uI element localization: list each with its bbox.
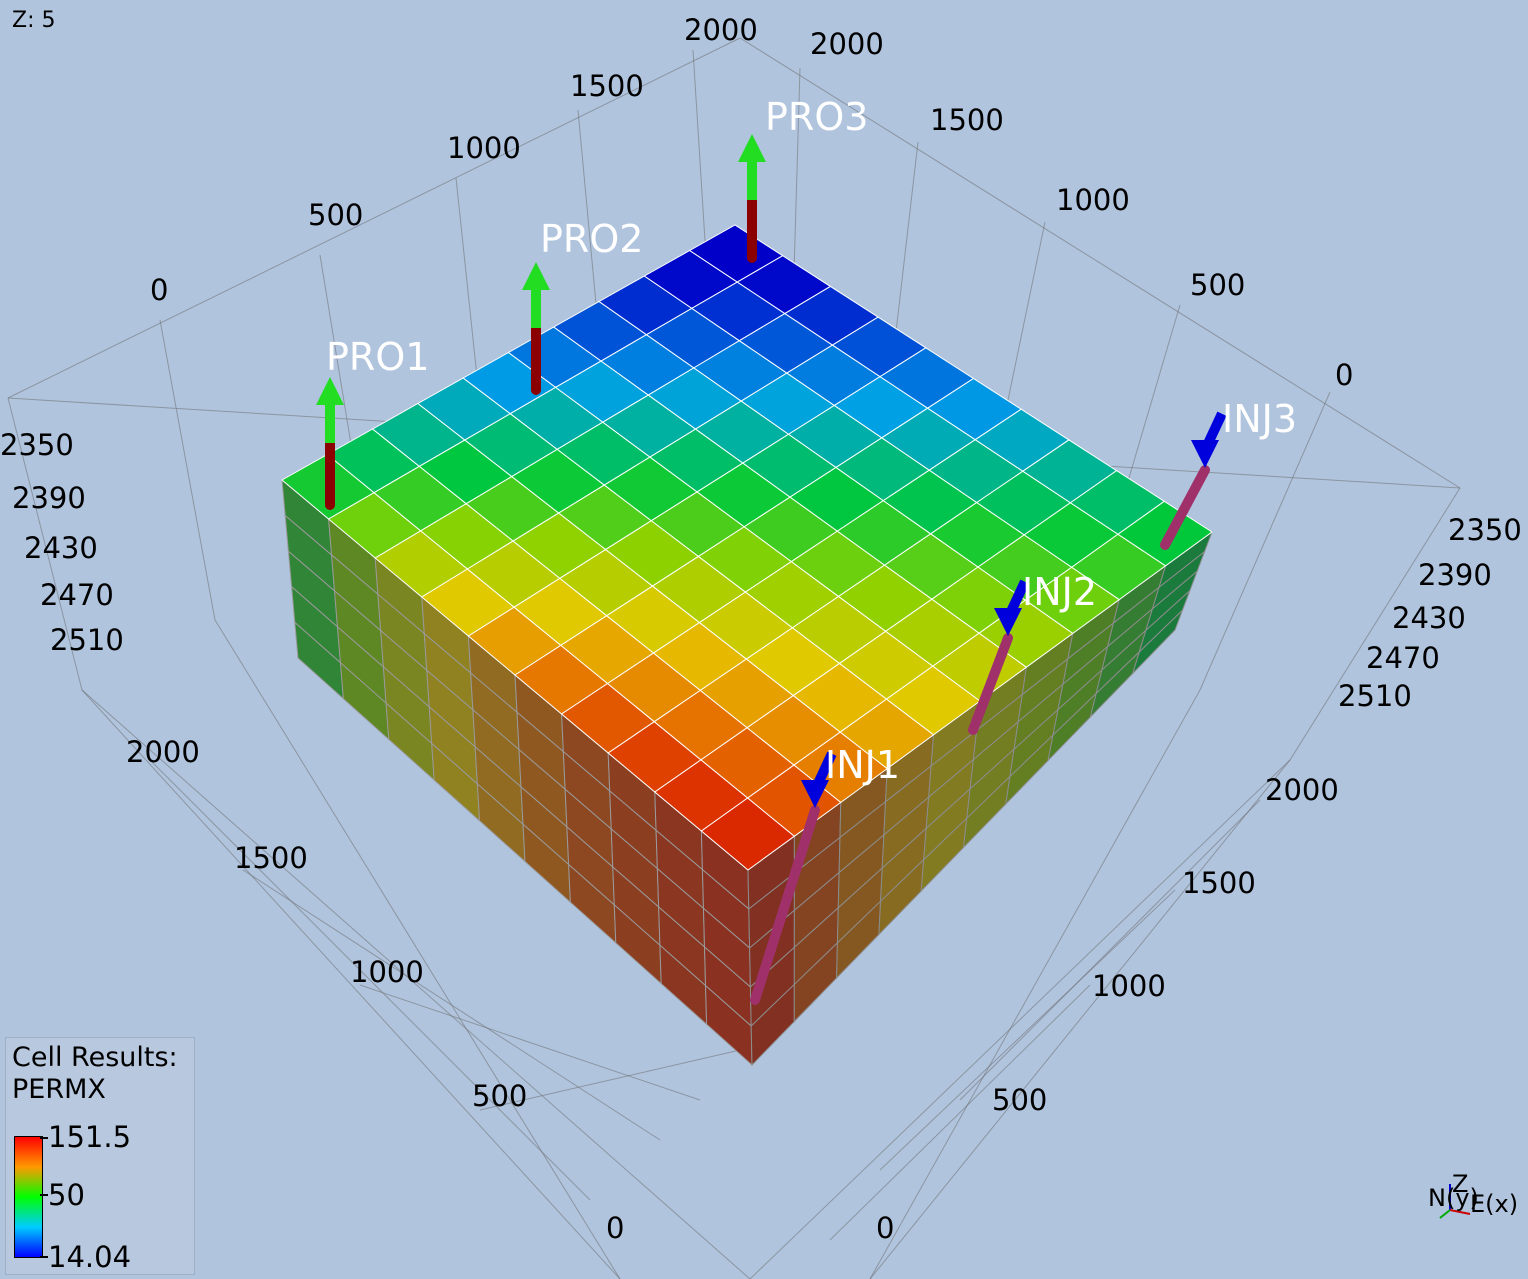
axis-tick-depth-left: 2510 <box>50 623 124 657</box>
well-inj1[interactable]: INJ1 <box>750 743 900 1005</box>
axis-tick-bottom-left: 0 <box>606 1211 624 1245</box>
legend-tick-min <box>40 1256 48 1258</box>
well-inj3[interactable]: INJ3 <box>1160 397 1297 550</box>
well-path[interactable] <box>1160 465 1210 550</box>
axis-tick-top-left: 2000 <box>684 13 758 47</box>
axis-tick-depth-right: 2510 <box>1338 679 1412 713</box>
axis-tick-top-left: 0 <box>150 273 168 307</box>
axis-tick-depth-left: 2390 <box>12 481 86 515</box>
axis-z-label: Z <box>1452 1170 1469 1198</box>
axis-tick-depth-left: 2430 <box>24 531 98 565</box>
well-label: PRO3 <box>765 95 868 139</box>
axis-tick-top-right: 0 <box>1335 358 1353 392</box>
well-pro2[interactable]: PRO2 <box>522 217 643 395</box>
axis-x-label: E(x) <box>1470 1190 1519 1218</box>
producer-arrow-icon <box>738 134 766 162</box>
axis-tick-bottom-left: 1000 <box>350 955 424 989</box>
well-inj2[interactable]: INJ2 <box>968 570 1097 735</box>
legend-tick-max <box>40 1137 48 1139</box>
well-path[interactable] <box>968 633 1013 735</box>
injector-arrow-icon <box>994 608 1022 636</box>
axis-triad-icon <box>1439 1184 1471 1219</box>
axis-y-label: N(y) <box>1428 1184 1479 1212</box>
well-pro1[interactable]: PRO1 <box>316 335 429 510</box>
well-paths[interactable]: PRO1 PRO2 PRO3 INJ1 INJ2 INJ3 <box>316 95 1297 1005</box>
well-label: INJ3 <box>1222 397 1297 441</box>
well-pro3[interactable]: PRO3 <box>738 95 868 263</box>
color-scale-bar <box>14 1136 43 1258</box>
axis-tick-top-right: 1000 <box>1056 183 1130 217</box>
axis-tick-bottom-left: 1500 <box>234 841 308 875</box>
producer-arrow-shaft <box>531 288 541 328</box>
axis-tick-depth-left: 2350 <box>0 428 74 462</box>
legend-title-line2: PERMX <box>12 1074 106 1105</box>
axis-tick-top-right: 500 <box>1190 268 1245 302</box>
axis-tick-bottom-right: 500 <box>992 1083 1047 1117</box>
injector-arrow-icon <box>1191 440 1219 468</box>
axis-tick-bottom-right: 2000 <box>1265 773 1339 807</box>
grid-cell[interactable] <box>1117 500 1213 567</box>
axis-tick-depth-right: 2390 <box>1418 558 1492 592</box>
reservoir-grid-model[interactable] <box>281 224 1214 1067</box>
legend-mid-value: 50 <box>48 1178 85 1212</box>
axis-tick-top-left: 1500 <box>570 69 644 103</box>
axis-tick-top-left: 500 <box>308 198 363 232</box>
axis-triad: N(y) Z E(x) <box>1428 1170 1528 1230</box>
injector-arrow-icon <box>801 780 829 808</box>
well-label: INJ1 <box>825 743 900 787</box>
producer-arrow-icon <box>522 262 550 290</box>
axis-tick-bottom-right: 0 <box>876 1211 894 1245</box>
axis-tick-bottom-right: 1500 <box>1182 866 1256 900</box>
grid-cell-side[interactable] <box>1132 610 1183 674</box>
injector-arrow-shaft <box>1203 411 1227 447</box>
well-path[interactable] <box>750 805 820 1005</box>
axis-tick-bottom-left: 500 <box>472 1079 527 1113</box>
legend-title-line1: Cell Results: <box>12 1042 178 1073</box>
injector-arrow-shaft <box>1006 579 1030 615</box>
producer-arrow-shaft <box>325 403 335 443</box>
producer-arrow-icon <box>316 377 344 405</box>
legend-title: Cell Results: PERMX <box>12 1042 178 1106</box>
axis-tick-top-left: 1000 <box>447 131 521 165</box>
well-label: INJ2 <box>1022 570 1097 614</box>
axis-tick-depth-right: 2470 <box>1366 641 1440 675</box>
injector-arrow-shaft <box>813 751 837 787</box>
axis-tick-depth-left: 2470 <box>40 578 114 612</box>
legend-tick-mid <box>40 1194 48 1196</box>
axis-tick-top-right: 1500 <box>930 103 1004 137</box>
z-slice-label: Z: 5 <box>12 8 56 33</box>
color-legend: Cell Results: PERMX 151.5 50 14.04 <box>5 1037 195 1275</box>
legend-max-value: 151.5 <box>48 1120 132 1154</box>
producer-arrow-shaft <box>747 160 757 200</box>
axis-tick-top-right: 2000 <box>810 27 884 61</box>
axis-tick-bottom-right: 1000 <box>1092 969 1166 1003</box>
axis-tick-depth-right: 2430 <box>1392 601 1466 635</box>
axis-tick-bottom-left: 2000 <box>126 735 200 769</box>
legend-min-value: 14.04 <box>48 1240 132 1274</box>
well-label: PRO2 <box>540 217 643 261</box>
well-label: PRO1 <box>326 335 429 379</box>
axis-tick-depth-right: 2350 <box>1448 513 1522 547</box>
